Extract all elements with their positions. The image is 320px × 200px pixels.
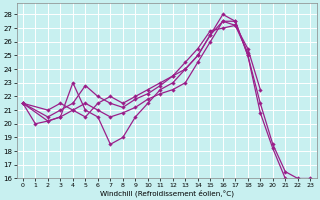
- X-axis label: Windchill (Refroidissement éolien,°C): Windchill (Refroidissement éolien,°C): [100, 189, 234, 197]
